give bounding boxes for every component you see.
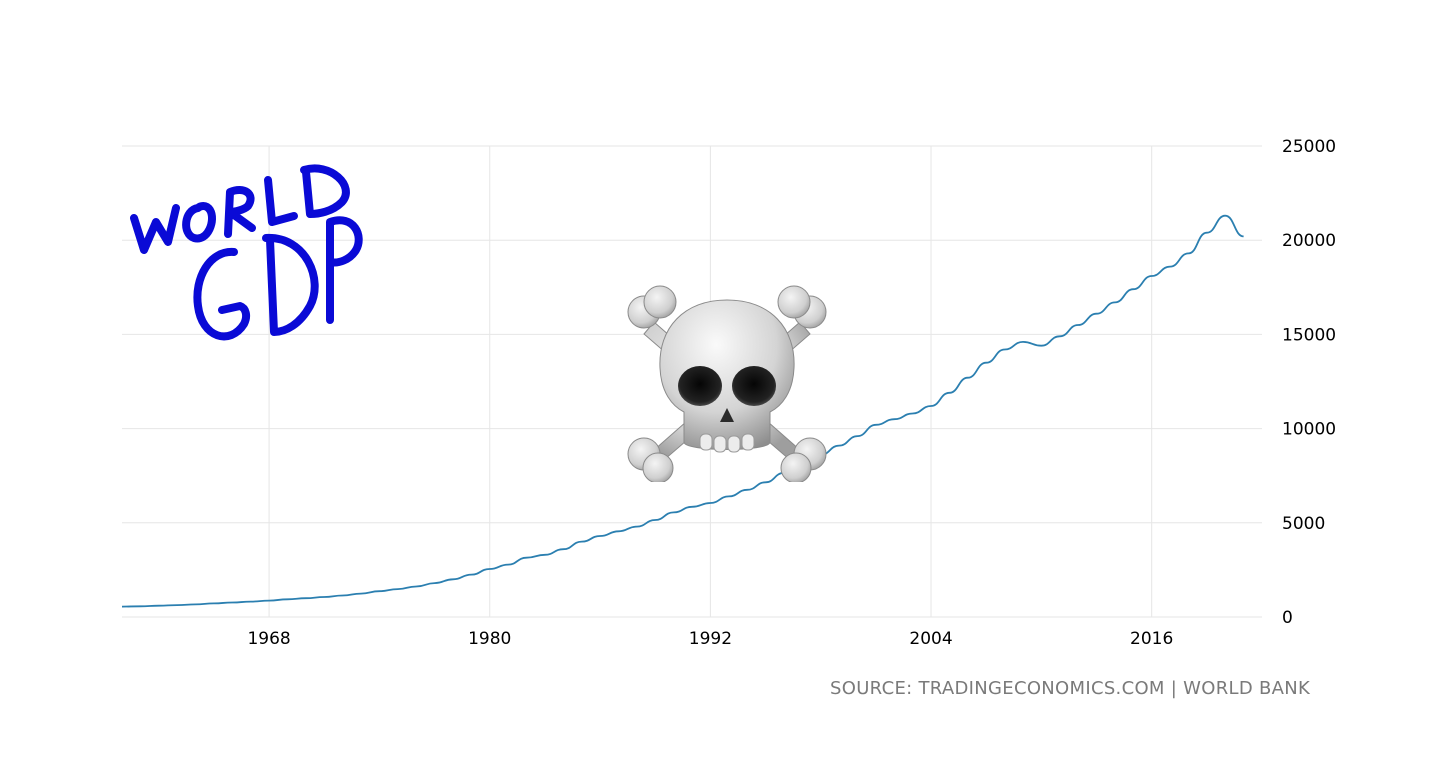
x-tick-label: 2004 bbox=[909, 629, 952, 649]
x-tick-label: 1980 bbox=[468, 629, 511, 649]
y-tick-label: 20000 bbox=[1282, 231, 1336, 251]
y-tick-label: 25000 bbox=[1282, 137, 1336, 157]
x-tick-label: 1992 bbox=[689, 629, 732, 649]
y-tick-label: 0 bbox=[1282, 608, 1293, 628]
gdp-series-line bbox=[121, 214, 1244, 608]
y-tick-label: 15000 bbox=[1282, 325, 1336, 345]
skull-and-crossbones-icon bbox=[627, 285, 827, 482]
y-tick-label: 5000 bbox=[1282, 514, 1325, 534]
y-axis-ticks: 0 5000 10000 15000 20000 25000 bbox=[1282, 137, 1336, 628]
series-group bbox=[121, 214, 1244, 608]
handwritten-world-gdp-annotation bbox=[130, 164, 363, 341]
x-tick-label: 1968 bbox=[247, 629, 290, 649]
y-tick-label: 10000 bbox=[1282, 420, 1336, 440]
x-tick-label: 2016 bbox=[1130, 629, 1173, 649]
source-caption: SOURCE: TRADINGECONOMICS.COM | WORLD BAN… bbox=[830, 678, 1311, 699]
x-axis-ticks: 1968 1980 1992 2004 2016 bbox=[247, 629, 1173, 649]
